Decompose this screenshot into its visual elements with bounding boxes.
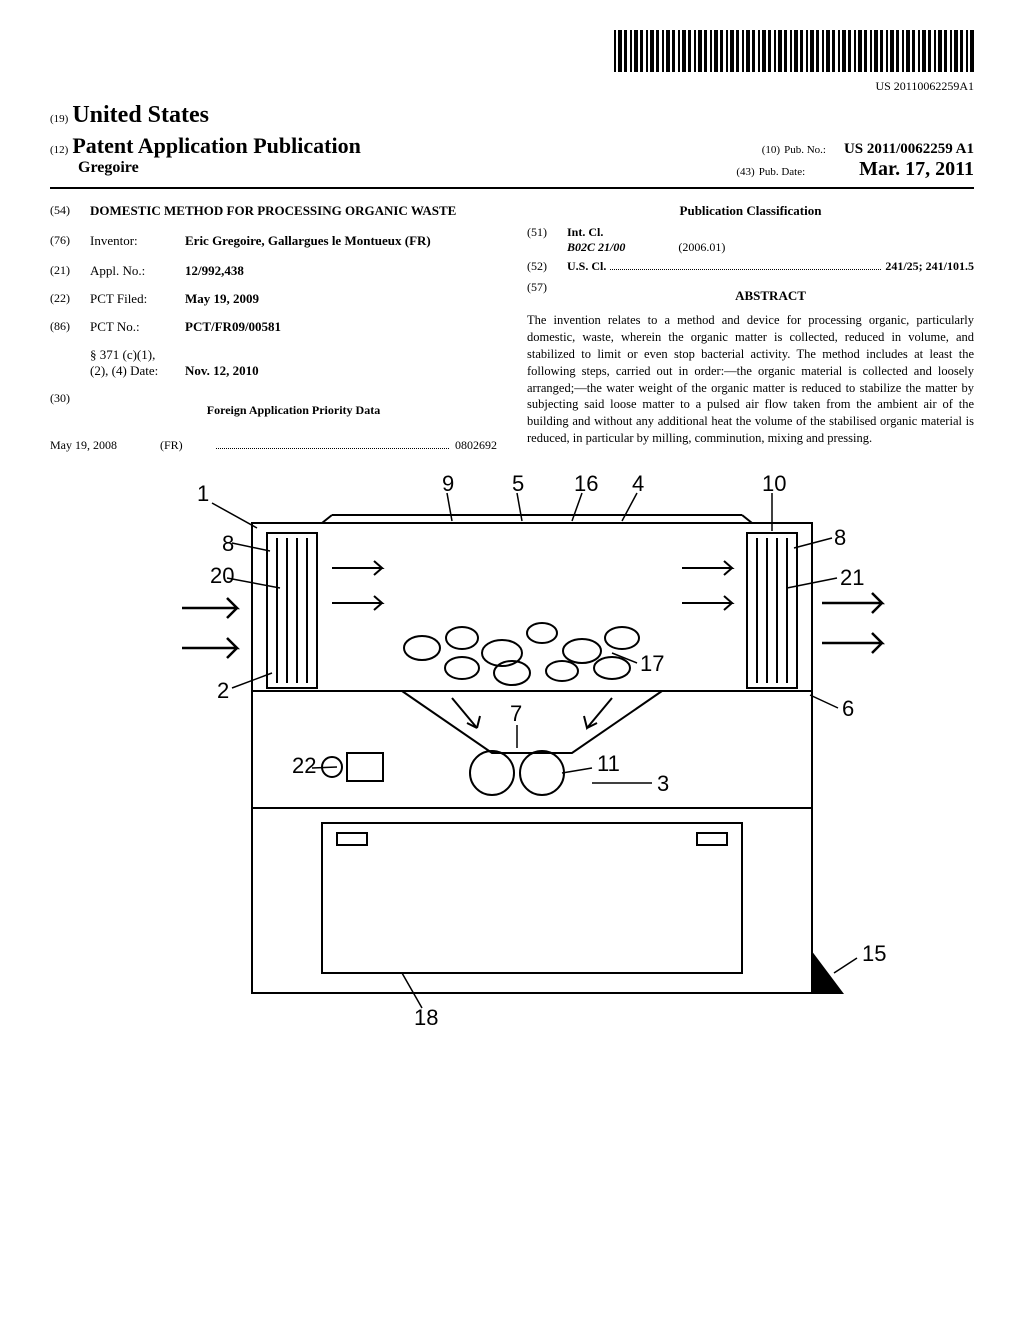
s371-code — [50, 347, 90, 379]
intcl-row: (51) Int. Cl. B02C 21/00 (2006.01) — [527, 225, 974, 255]
pub-date: Mar. 17, 2011 — [859, 158, 974, 180]
country-code: (19) — [50, 113, 68, 125]
intcl-class: B02C 21/00 — [567, 240, 625, 254]
barcode-section: US 20110062259A1 — [50, 30, 974, 94]
svg-text:6: 6 — [842, 696, 854, 721]
abstract-code: (57) — [527, 280, 567, 312]
patent-title: DOMESTIC METHOD FOR PROCESSING ORGANIC W… — [90, 203, 456, 219]
classification-heading: Publication Classification — [527, 203, 974, 219]
publication-header: (12) Patent Application Publication Greg… — [50, 133, 974, 189]
pctno-label: PCT No.: — [90, 319, 185, 335]
svg-text:22: 22 — [292, 753, 316, 778]
pctno-code: (86) — [50, 319, 90, 335]
priority-heading: Foreign Application Priority Data — [90, 403, 497, 418]
right-column: Publication Classification (51) Int. Cl.… — [527, 203, 974, 453]
svg-text:5: 5 — [512, 473, 524, 496]
country-name: United States — [72, 102, 209, 128]
svg-text:2: 2 — [217, 678, 229, 703]
abstract-text: The invention relates to a method and de… — [527, 312, 974, 447]
title-code: (54) — [50, 203, 90, 219]
pub-no-label: Pub. No.: — [784, 144, 826, 156]
inventor-row: (76) Inventor: Eric Gregoire, Gallargues… — [50, 233, 497, 249]
svg-text:20: 20 — [210, 563, 234, 588]
uscl-row: (52) U.S. Cl. 241/25; 241/101.5 — [527, 259, 974, 274]
pctno-value: PCT/FR09/00581 — [185, 319, 497, 335]
pub-date-label: Pub. Date: — [759, 166, 805, 178]
priority-num: 0802692 — [455, 438, 497, 453]
priority-code-row: (30) Foreign Application Priority Data — [50, 391, 497, 426]
priority-code: (30) — [50, 391, 90, 426]
pctno-row: (86) PCT No.: PCT/FR09/00581 — [50, 319, 497, 335]
biblio-columns: (54) DOMESTIC METHOD FOR PROCESSING ORGA… — [50, 203, 974, 453]
patent-barcode — [614, 30, 974, 72]
priority-country: (FR) — [160, 438, 210, 453]
inventor-code: (76) — [50, 233, 90, 249]
appl-label: Appl. No.: — [90, 263, 185, 279]
svg-text:16: 16 — [574, 473, 598, 496]
s371-row: § 371 (c)(1), (2), (4) Date: Nov. 12, 20… — [50, 347, 497, 379]
pub-date-code: (43) — [736, 166, 754, 178]
svg-text:21: 21 — [840, 565, 864, 590]
svg-text:3: 3 — [657, 771, 669, 796]
inventor-value: Eric Gregoire, Gallargues le Montueux (F… — [185, 233, 497, 249]
pctfiled-row: (22) PCT Filed: May 19, 2009 — [50, 291, 497, 307]
classification-block: (51) Int. Cl. B02C 21/00 (2006.01) (52) … — [527, 225, 974, 274]
pub-no-code: (10) — [762, 144, 780, 156]
intcl-year: (2006.01) — [678, 240, 725, 254]
svg-text:18: 18 — [414, 1005, 438, 1030]
figure-svg: 1 8 20 2 22 9 5 7 16 4 17 11 3 10 8 21 6… — [122, 473, 902, 1033]
s371-label: § 371 (c)(1), (2), (4) Date: — [90, 347, 185, 379]
pctfiled-value: May 19, 2009 — [185, 291, 497, 307]
appl-value: 12/992,438 — [185, 263, 497, 279]
pctfiled-code: (22) — [50, 291, 90, 307]
appl-code: (21) — [50, 263, 90, 279]
patent-figure: 1 8 20 2 22 9 5 7 16 4 17 11 3 10 8 21 6… — [50, 473, 974, 1038]
country-header: (19) United States — [50, 102, 974, 129]
svg-text:15: 15 — [862, 941, 886, 966]
svg-text:4: 4 — [632, 473, 644, 496]
author-name: Gregoire — [78, 159, 139, 176]
appl-row: (21) Appl. No.: 12/992,438 — [50, 263, 497, 279]
inventor-label: Inventor: — [90, 233, 185, 249]
svg-text:10: 10 — [762, 473, 786, 496]
svg-text:17: 17 — [640, 651, 664, 676]
title-row: (54) DOMESTIC METHOD FOR PROCESSING ORGA… — [50, 203, 497, 219]
pub-no: US 2011/0062259 A1 — [844, 141, 974, 157]
svg-text:8: 8 — [834, 525, 846, 550]
priority-data-row: May 19, 2008 (FR) 0802692 — [50, 438, 497, 453]
pub-type: Patent Application Publication — [72, 133, 360, 158]
priority-dots — [216, 438, 449, 449]
svg-text:8: 8 — [222, 531, 234, 556]
uscl-dots — [610, 269, 881, 270]
s371-value: Nov. 12, 2010 — [185, 363, 497, 379]
uscl-code: (52) — [527, 259, 567, 274]
svg-text:11: 11 — [597, 751, 620, 776]
left-column: (54) DOMESTIC METHOD FOR PROCESSING ORGA… — [50, 203, 497, 453]
pctfiled-label: PCT Filed: — [90, 291, 185, 307]
svg-text:9: 9 — [442, 473, 454, 496]
svg-text:7: 7 — [510, 701, 522, 726]
intcl-label: Int. Cl. — [567, 225, 603, 239]
uscl-label: U.S. Cl. — [567, 259, 606, 274]
pub-type-code: (12) — [50, 144, 68, 156]
priority-date: May 19, 2008 — [50, 438, 160, 453]
barcode-text: US 20110062259A1 — [50, 79, 974, 94]
svg-text:1: 1 — [197, 481, 209, 506]
abstract-head-row: (57) ABSTRACT — [527, 280, 974, 312]
intcl-code: (51) — [527, 225, 567, 255]
abstract-heading: ABSTRACT — [567, 288, 974, 304]
uscl-value: 241/25; 241/101.5 — [885, 259, 974, 274]
